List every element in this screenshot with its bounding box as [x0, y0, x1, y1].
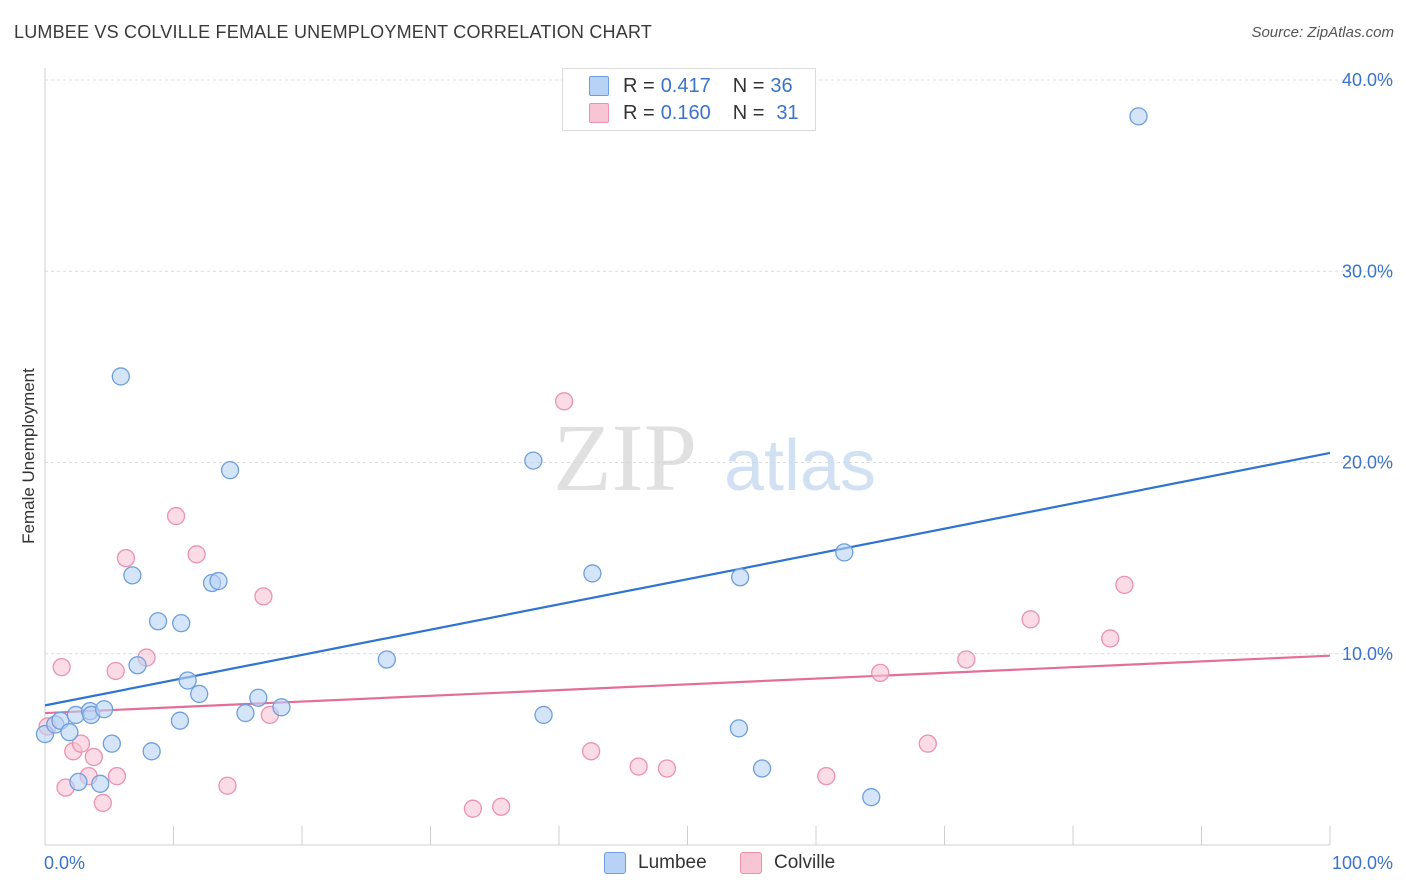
- lumbee-point: [835, 543, 854, 562]
- grid-lines: [45, 79, 1395, 655]
- lumbee-point: [111, 367, 130, 386]
- colville-point: [71, 734, 91, 753]
- data-points: [35, 107, 1148, 818]
- colville-point: [107, 767, 127, 786]
- lumbee-point: [731, 568, 750, 587]
- colville-point: [581, 742, 601, 761]
- r-value: 0.417: [660, 74, 711, 97]
- watermark-zip: ZIP: [553, 404, 697, 511]
- y-axis-label: Female Unemployment: [19, 368, 38, 544]
- stats-legend: R = 0.417 N = 36 R = 0.160 N = 31: [562, 68, 816, 131]
- y-tick-label: 10.0%: [1342, 644, 1393, 664]
- lumbee-point: [752, 759, 772, 778]
- colville-point: [254, 587, 273, 606]
- lumbee-point: [94, 700, 114, 719]
- lumbee-point: [220, 460, 240, 480]
- lumbee-point: [236, 703, 255, 723]
- lumbee-point: [69, 772, 88, 792]
- colville-point: [871, 663, 890, 683]
- legend-label-colville: Colville: [774, 852, 836, 873]
- colville-legend-swatch: [740, 852, 762, 874]
- colville-point: [629, 757, 648, 776]
- n-value: 36: [770, 74, 793, 97]
- lumbee-swatch: [589, 76, 609, 96]
- colville-point: [166, 506, 186, 526]
- lumbee-point: [123, 566, 142, 585]
- y-tick-label: 40.0%: [1342, 70, 1393, 90]
- lumbee-point: [172, 614, 191, 633]
- lumbee-point: [524, 451, 543, 470]
- lumbee-point: [272, 698, 291, 717]
- colville-point: [52, 657, 71, 677]
- legend-item-lumbee[interactable]: Lumbee: [604, 852, 707, 874]
- colville-point: [657, 759, 677, 778]
- source-label: Source: ZipAtlas.com: [1251, 24, 1394, 41]
- lumbee-point: [1129, 107, 1148, 126]
- r-label: R =: [623, 74, 655, 97]
- y-tick-label: 20.0%: [1342, 453, 1393, 473]
- colville-point: [106, 661, 125, 681]
- colville-point: [817, 767, 836, 786]
- lumbee-point: [249, 688, 268, 707]
- axes: [44, 68, 1331, 846]
- lumbee-point: [377, 650, 396, 669]
- colville-trend-line: [44, 654, 1331, 715]
- lumbee-point: [91, 774, 110, 793]
- lumbee-point: [862, 788, 881, 807]
- r-label: R =: [623, 101, 655, 124]
- n-value: 31: [776, 101, 799, 124]
- colville-swatch: [589, 103, 609, 123]
- colville-point: [554, 392, 574, 411]
- lumbee-point: [729, 719, 749, 738]
- colville-point: [1021, 610, 1040, 629]
- tick-labels: 10.0% 20.0% 30.0% 40.0% 0.0% 100.0%: [44, 70, 1393, 873]
- chart-title: LUMBEE VS COLVILLE FEMALE UNEMPLOYMENT C…: [14, 22, 653, 42]
- colville-point: [1115, 575, 1134, 595]
- legend-label-lumbee: Lumbee: [638, 852, 707, 873]
- colville-point: [93, 793, 112, 813]
- lumbee-point: [209, 571, 228, 591]
- colville-point: [218, 776, 237, 795]
- watermark: ZIP atlas: [553, 404, 876, 511]
- stats-legend-row-colville: R = 0.160 N = 31: [589, 100, 799, 126]
- lumbee-point: [170, 711, 190, 730]
- x-tick-label-min: 0.0%: [44, 853, 85, 873]
- colville-point: [1101, 629, 1120, 648]
- colville-point: [187, 545, 206, 564]
- lumbee-point: [178, 671, 197, 690]
- colville-point: [463, 799, 483, 818]
- lumbee-legend-swatch: [604, 852, 626, 874]
- r-value: 0.160: [660, 101, 711, 124]
- colville-point: [957, 650, 976, 669]
- lumbee-trend-line: [44, 451, 1331, 707]
- lumbee-point: [142, 742, 161, 761]
- n-label: N =: [732, 74, 765, 97]
- lumbee-point: [60, 723, 79, 742]
- n-label: N =: [732, 101, 765, 124]
- stats-legend-row-lumbee: R = 0.417 N = 36: [589, 73, 793, 99]
- colville-point: [84, 747, 103, 767]
- colville-point: [918, 734, 937, 753]
- watermark-atlas: atlas: [724, 426, 876, 506]
- colville-point: [116, 548, 136, 568]
- colville-point: [492, 797, 511, 816]
- lumbee-point: [102, 734, 121, 753]
- lumbee-point: [583, 564, 602, 583]
- lumbee-point: [190, 684, 209, 704]
- series-legend: Lumbee Colville: [0, 852, 1406, 878]
- y-tick-label: 30.0%: [1342, 261, 1393, 281]
- x-tick-label-max: 100.0%: [1332, 853, 1393, 873]
- legend-item-colville[interactable]: Colville: [740, 852, 835, 874]
- lumbee-point: [534, 705, 553, 725]
- lumbee-point: [148, 612, 168, 631]
- lumbee-point: [128, 656, 147, 675]
